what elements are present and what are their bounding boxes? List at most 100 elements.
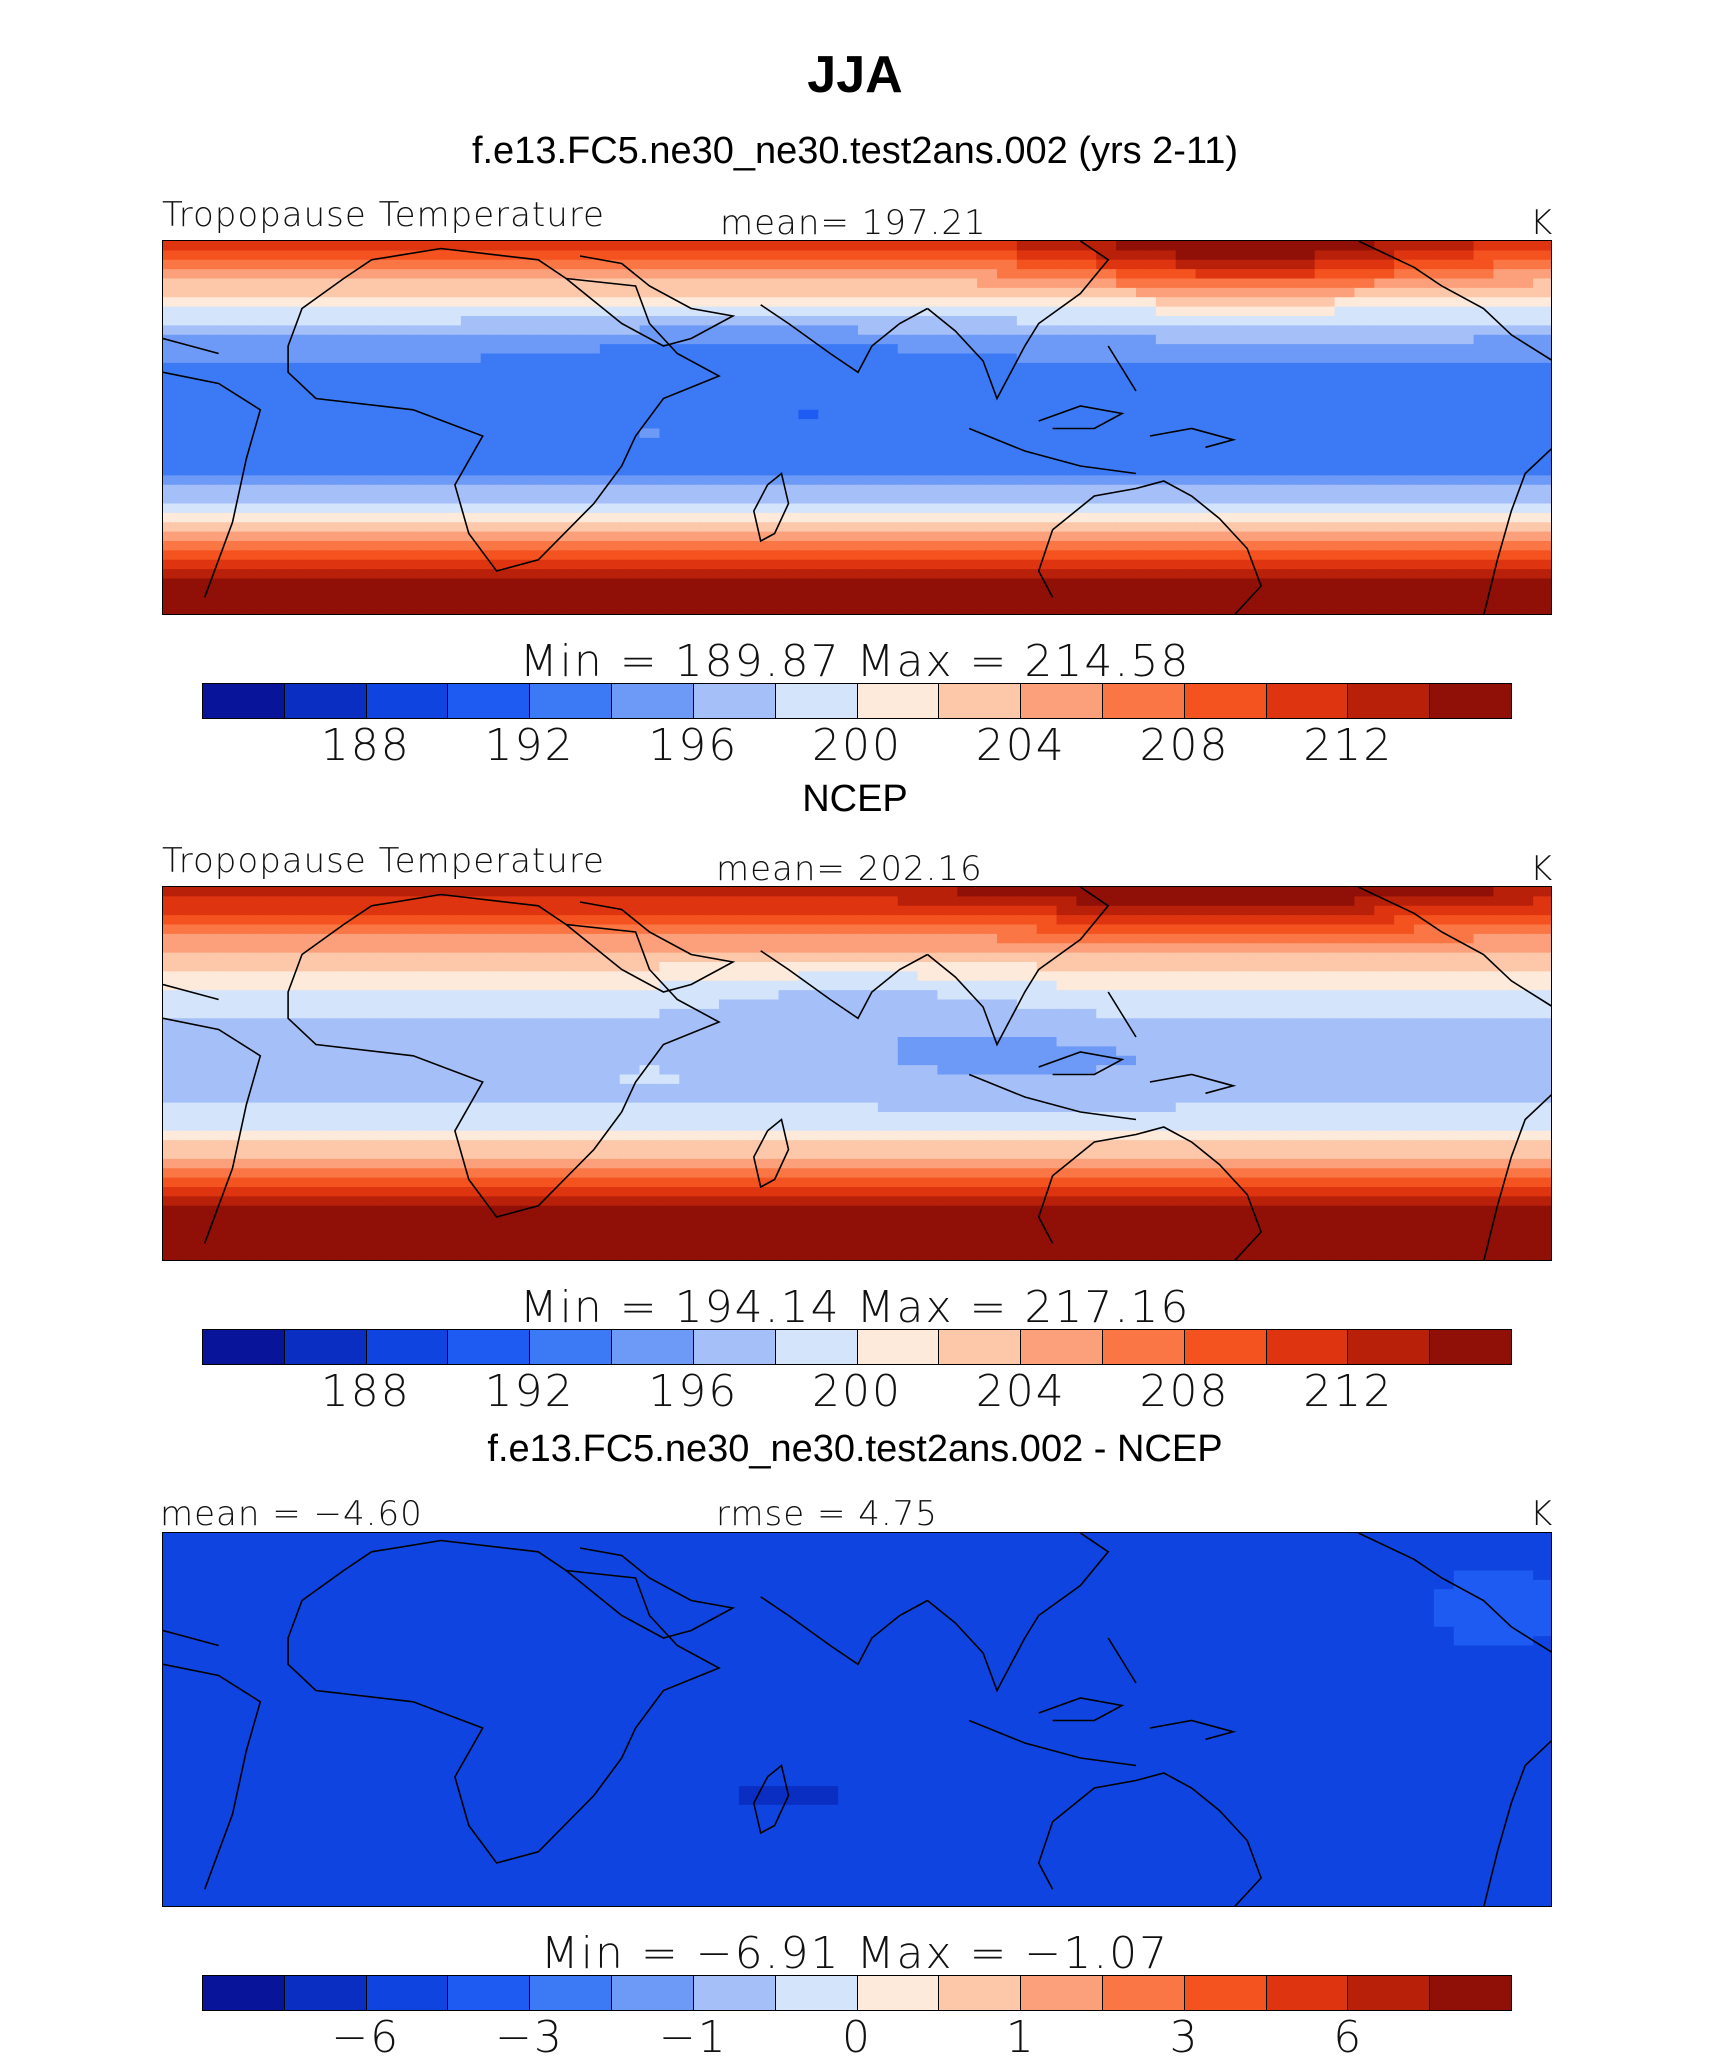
figure-title: JJA [807,46,903,104]
colorbar-cell [366,684,449,718]
colorbar-cell [284,684,367,718]
coastline [968,1073,1137,1121]
colorbar-cell [1021,1330,1103,1364]
colorbar-tick-label: 212 [1303,720,1394,771]
coastline [926,241,1110,401]
colorbar-cell [939,1330,1022,1364]
colorbar-cell [939,684,1022,718]
colorbar-cell [857,1330,940,1364]
colorbar-cell [1266,684,1349,718]
colorbar-cell [448,1330,531,1364]
colorbar-cell [203,1330,285,1364]
colorbar-cell [1348,684,1431,718]
colorbar-cell [530,684,613,718]
colorbar-cell [693,684,776,718]
coastline [565,1547,736,1639]
coastline [1483,448,1551,614]
coastline [752,472,790,543]
coastline [1483,1740,1551,1906]
colorbar-tick-label: 0 [842,2012,872,2063]
coastline [163,1017,262,1244]
colorbar-cell [775,684,858,718]
colorbar-cell [1102,1330,1185,1364]
colorbar-tick-label: 200 [812,1366,902,1417]
colorbar-tick-label: 204 [975,1366,1066,1417]
coastline [565,901,736,993]
panel-1-subtitle: f.e13.FC5.ne30_ne30.test2ans.002 (yrs 2-… [471,130,1239,172]
colorbar-tick-label: 192 [484,1366,575,1417]
panel-1-mean-label: mean= 197.21 [720,203,987,243]
panel-1-map [162,240,1552,615]
colorbar-tick-label: 188 [320,720,411,771]
coastline [1037,1175,1054,1244]
coastline [968,1719,1137,1767]
colorbar-tick-label: 200 [812,720,902,771]
panel-2-subtitle: NCEP [802,778,908,820]
coastline [163,371,262,598]
panel-2-units: K [1530,849,1554,889]
coastline [1052,1126,1263,1260]
panel-3-colorbar-ticks: −6 −3 −1 0 1 3 6 [202,2012,1512,2063]
colorbar-cell [366,1976,449,2010]
coastline [926,887,1110,1047]
coastline [1358,241,1551,361]
colorbar-cell [530,1330,613,1364]
colorbar-cell [448,1976,531,2010]
colorbar-cell [1102,684,1185,718]
colorbar-tick-label: 3 [1169,2012,1200,2063]
panel-3-mean-label: mean = −4.60 [160,1494,423,1534]
colorbar-cell [1430,1976,1511,2010]
panel-1-colorbar [202,683,1512,719]
coastline [760,304,928,374]
colorbar-cell [284,1976,367,2010]
colorbar-cell [203,684,285,718]
coastline [163,1629,219,1647]
coastline [287,247,721,572]
coastline [968,427,1137,475]
colorbar-cell [1021,684,1103,718]
colorbar-cell [1430,1330,1511,1364]
colorbar-cell [612,1330,694,1364]
colorbar-cell [448,684,531,718]
colorbar-tick-label: 196 [648,720,739,771]
colorbar-tick-label: 208 [1139,1366,1230,1417]
coastline [163,983,219,1001]
coastline [1149,1073,1237,1095]
colorbar-cell [1266,1330,1349,1364]
panel-3-units: K [1530,1494,1554,1534]
colorbar-tick-label: −3 [495,2012,564,2063]
panel-3-minmax: Min = −6.91 Max = −1.07 [540,1928,1170,1979]
colorbar-cell [939,1976,1022,2010]
colorbar-tick-label: 188 [320,1366,411,1417]
colorbar-cell [612,1976,694,2010]
colorbar-cell [1348,1976,1431,2010]
panel-1-colorbar-ticks: 188 192 196 200 204 208 212 [202,720,1512,771]
colorbar-cell [775,1330,858,1364]
coastline [1037,1821,1054,1890]
colorbar-cell [612,684,694,718]
colorbar-cell [857,1976,940,2010]
colorbar-cell [1184,1976,1267,2010]
colorbar-cell [366,1330,449,1364]
panel-3-rmse-label: rmse = 4.75 [716,1494,938,1534]
coastline [163,1663,262,1890]
colorbar-cell [1184,684,1267,718]
coastline [1038,405,1125,430]
coastline [1149,427,1237,449]
coastline [1037,529,1054,598]
panel-1-minmax: Min = 189.87 Max = 214.58 [519,636,1191,687]
coastline [760,1596,928,1666]
panel-2-colorbar-ticks: 188 192 196 200 204 208 212 [202,1366,1512,1417]
panel-2-left-label: Tropopause Temperature [162,841,605,881]
coastline [1038,1051,1125,1076]
colorbar-cell [530,1976,613,2010]
coastline [1483,1094,1551,1260]
coastline [1052,480,1263,614]
colorbar-tick-label: 212 [1303,1366,1394,1417]
panel-3-colorbar [202,1975,1512,2011]
colorbar-cell [1348,1330,1431,1364]
coastline [1107,1637,1137,1684]
colorbar-cell [284,1330,367,1364]
coastline [1149,1719,1237,1741]
coastline [752,1118,790,1189]
